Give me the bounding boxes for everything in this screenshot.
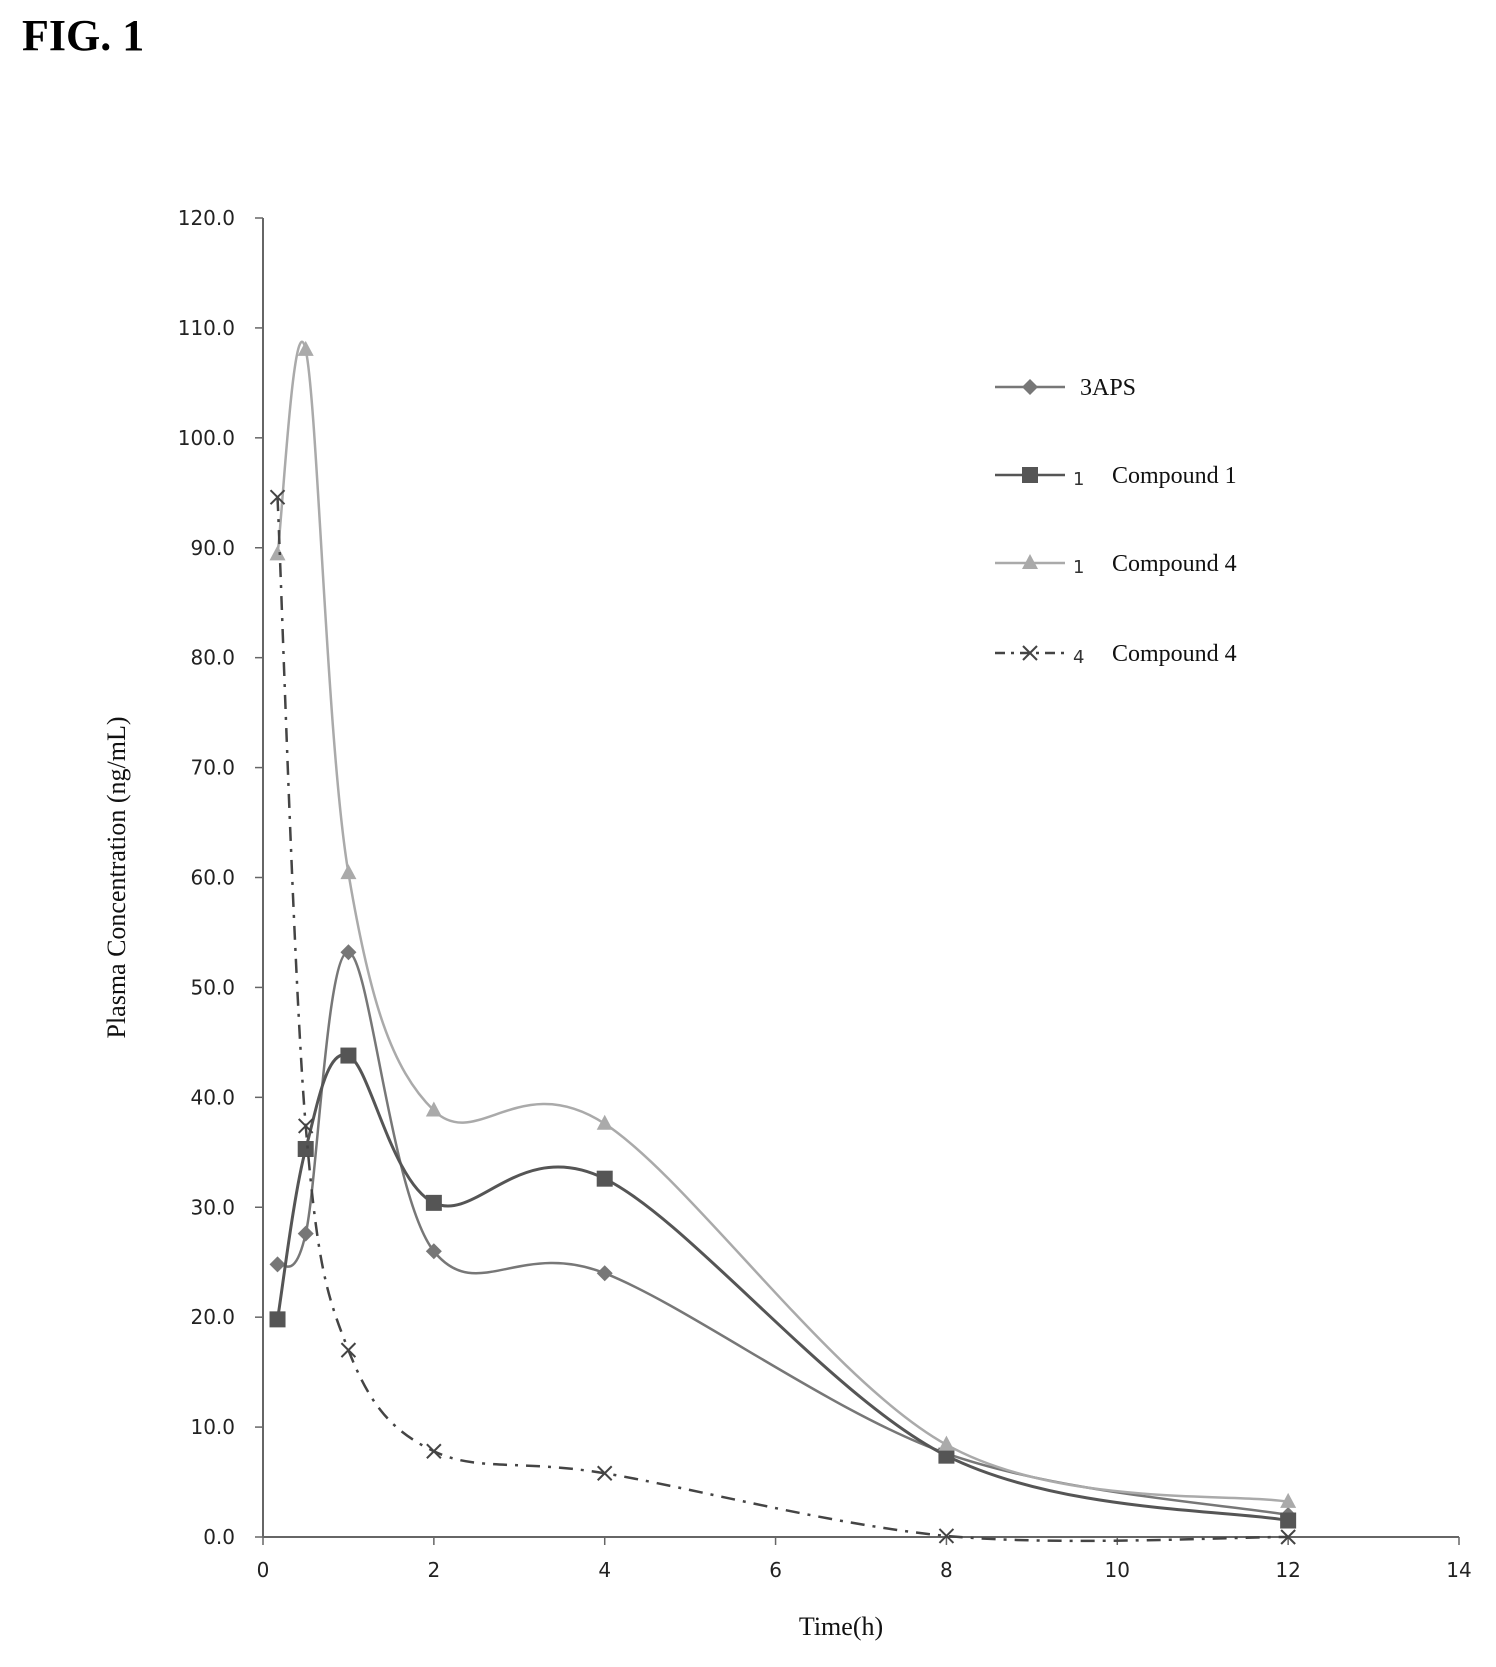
data-point bbox=[596, 1265, 613, 1282]
x-marker-stroke bbox=[1280, 1529, 1296, 1545]
series-2 bbox=[269, 1047, 1297, 1529]
x-tick-label: 12 bbox=[1275, 1558, 1300, 1582]
legend-tag: 1 bbox=[1073, 469, 1084, 490]
x-marker-stroke bbox=[938, 1528, 955, 1544]
data-point bbox=[269, 1311, 286, 1328]
x-marker-stroke bbox=[1022, 645, 1038, 661]
x-tick-label: 4 bbox=[598, 1558, 611, 1582]
data-point bbox=[340, 1342, 357, 1358]
series-line bbox=[276, 1053, 1289, 1522]
x-tick-label: 8 bbox=[940, 1558, 953, 1582]
y-tick-label: 50.0 bbox=[190, 975, 235, 999]
legend-marker bbox=[1022, 645, 1038, 661]
data-point bbox=[596, 1114, 613, 1130]
legend-entry: 3APS bbox=[995, 375, 1136, 401]
legend-label: 3APS bbox=[1080, 375, 1136, 401]
legend-label: Compound 4 bbox=[1112, 551, 1237, 577]
x-marker-stroke bbox=[298, 1118, 314, 1134]
data-point bbox=[297, 1140, 314, 1157]
y-tick-label: 80.0 bbox=[190, 646, 235, 670]
y-axis-title: Plasma Concentration (ng/mL) bbox=[102, 716, 131, 1038]
x-axis-ticks: 0 2 4 6 8 10 12 14 bbox=[257, 1537, 1472, 1582]
legend-entry: 1 Compound 1 bbox=[995, 463, 1237, 490]
data-point bbox=[1280, 1512, 1297, 1529]
y-tick-label: 20.0 bbox=[190, 1305, 235, 1329]
x-marker-stroke bbox=[269, 489, 286, 505]
legend: 3APS 1 Compound 1 1 Compound 4 4 Compound 4 bbox=[995, 375, 1237, 668]
data-point bbox=[938, 1447, 955, 1464]
legend-tag: 4 bbox=[1073, 647, 1084, 668]
x-tick-label: 6 bbox=[769, 1558, 782, 1582]
y-tick-label: 0.0 bbox=[203, 1525, 235, 1549]
legend-label: Compound 1 bbox=[1112, 463, 1237, 489]
series-line bbox=[276, 950, 1289, 1517]
x-tick-label: 10 bbox=[1105, 1558, 1130, 1582]
data-point bbox=[425, 1194, 442, 1211]
y-tick-label: 120.0 bbox=[178, 206, 235, 230]
y-tick-label: 30.0 bbox=[190, 1195, 235, 1219]
series-1 bbox=[269, 944, 1297, 1524]
series-3 bbox=[269, 340, 1297, 1508]
data-point bbox=[298, 1118, 314, 1134]
legend-label: Compound 4 bbox=[1112, 641, 1237, 667]
data-point bbox=[269, 545, 286, 561]
chart-axes bbox=[262, 218, 1459, 1538]
legend-tag: 1 bbox=[1073, 557, 1084, 578]
x-tick-label: 2 bbox=[427, 1558, 440, 1582]
x-tick-label: 14 bbox=[1446, 1558, 1471, 1582]
x-marker-stroke bbox=[597, 1465, 613, 1481]
data-point bbox=[297, 340, 314, 356]
legend-marker bbox=[1022, 554, 1038, 569]
legend-entry: 4 Compound 4 bbox=[995, 641, 1237, 668]
y-tick-label: 100.0 bbox=[178, 426, 235, 450]
data-point bbox=[340, 1047, 357, 1064]
data-point bbox=[426, 1443, 442, 1459]
data-point bbox=[1280, 1529, 1296, 1545]
y-tick-label: 110.0 bbox=[178, 316, 235, 340]
x-marker-stroke bbox=[340, 1342, 357, 1358]
figure-label: FIG. 1 bbox=[22, 11, 145, 60]
data-point bbox=[340, 864, 357, 880]
legend-marker bbox=[1022, 379, 1038, 395]
y-tick-label: 70.0 bbox=[190, 756, 235, 780]
legend-entry: 1 Compound 4 bbox=[995, 551, 1237, 578]
series-group bbox=[269, 340, 1297, 1545]
data-point bbox=[425, 1243, 442, 1260]
y-tick-label: 40.0 bbox=[190, 1085, 235, 1109]
y-tick-label: 60.0 bbox=[190, 866, 235, 890]
legend-marker bbox=[1022, 467, 1038, 483]
y-tick-label: 90.0 bbox=[190, 536, 235, 560]
x-marker-stroke bbox=[426, 1443, 442, 1459]
data-point bbox=[1280, 1492, 1297, 1508]
data-point bbox=[938, 1528, 955, 1544]
x-axis-title: Time(h) bbox=[799, 1612, 883, 1641]
data-point bbox=[596, 1170, 613, 1187]
series-4 bbox=[269, 489, 1296, 1545]
data-point bbox=[269, 489, 286, 505]
data-point bbox=[597, 1465, 613, 1481]
data-point bbox=[425, 1101, 442, 1117]
data-point bbox=[269, 1256, 286, 1273]
data-point bbox=[938, 1435, 955, 1451]
data-point bbox=[340, 944, 357, 961]
y-axis-ticks: 0.0 10.0 20.0 30.0 40.0 50.0 60.0 70.0 80.0 90.0 1… bbox=[178, 206, 263, 1549]
y-tick-label: 10.0 bbox=[190, 1415, 235, 1439]
data-point bbox=[297, 1225, 314, 1242]
x-tick-label: 0 bbox=[257, 1558, 270, 1582]
